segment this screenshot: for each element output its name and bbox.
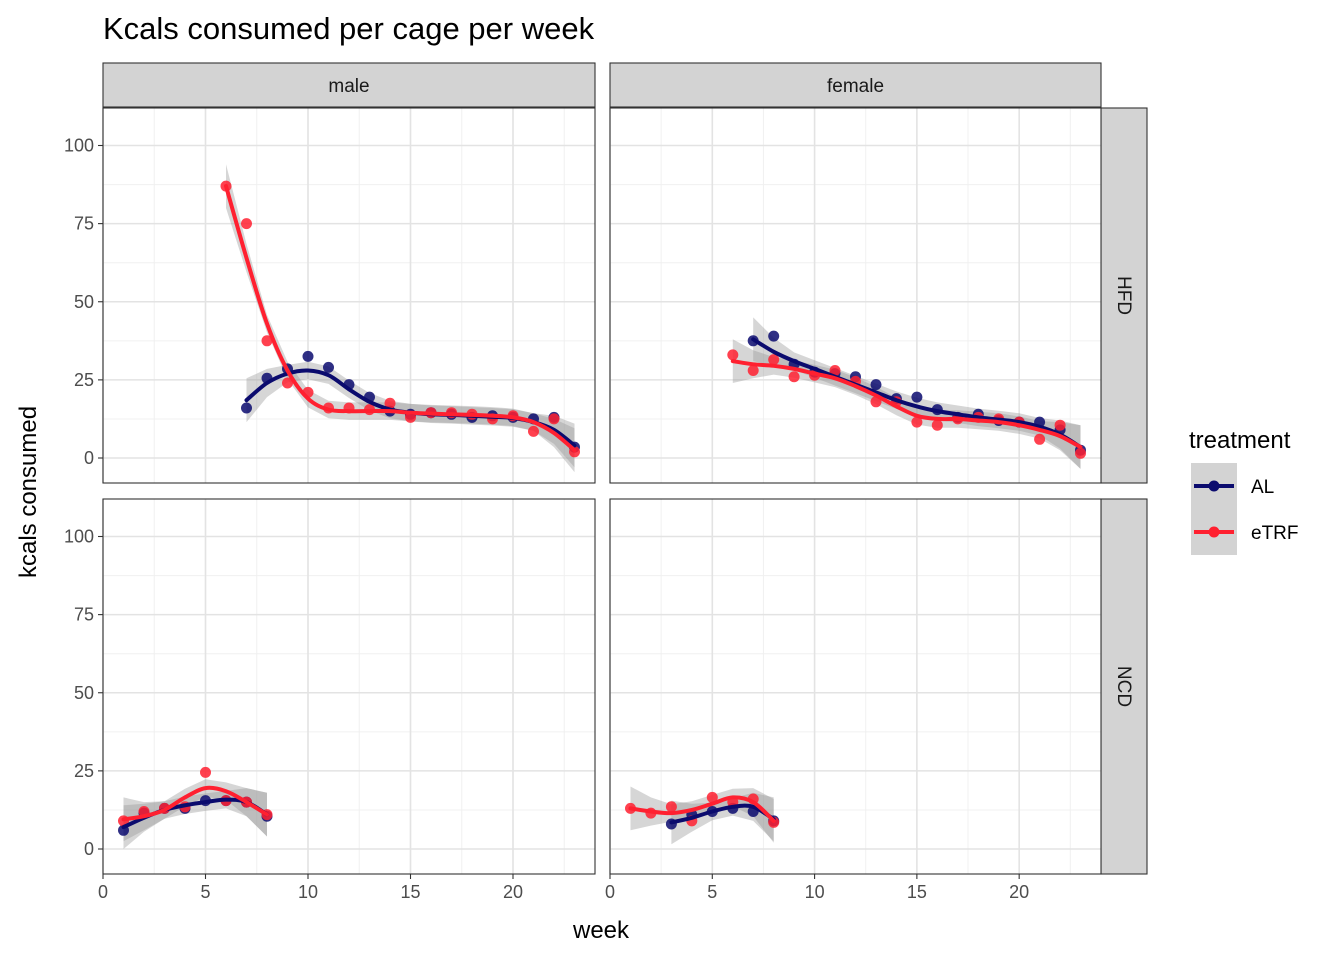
data-point-eTRF bbox=[911, 416, 923, 428]
data-point-eTRF bbox=[548, 413, 560, 425]
legend-label-AL: AL bbox=[1251, 477, 1274, 498]
legend-point-AL bbox=[1208, 480, 1220, 492]
smooth-line-eTRF bbox=[730, 359, 1083, 450]
y-tick-label: 75 bbox=[74, 605, 94, 625]
panel-background bbox=[103, 499, 595, 874]
data-point-AL bbox=[768, 330, 780, 342]
data-point-eTRF bbox=[931, 419, 943, 431]
data-point-eTRF bbox=[528, 425, 539, 437]
data-point-AL bbox=[302, 350, 314, 362]
facet-strip-female bbox=[609, 62, 1102, 108]
data-point-AL bbox=[911, 391, 923, 403]
smooth-line-eTRF bbox=[121, 785, 269, 822]
panel-border bbox=[102, 107, 596, 484]
facet-strip-label-male: male bbox=[328, 76, 369, 97]
facet-strip-HFD bbox=[1100, 107, 1148, 484]
panel-data-male-HFD bbox=[220, 164, 580, 473]
x-tick-label: 5 bbox=[200, 882, 210, 902]
data-point-AL bbox=[241, 402, 252, 414]
y-tick-label: 0 bbox=[84, 839, 94, 859]
x-tick-label: 0 bbox=[98, 882, 108, 902]
x-tick-label: 15 bbox=[907, 882, 927, 902]
y-tick-label: 100 bbox=[64, 136, 94, 156]
panel-border bbox=[609, 498, 1102, 875]
panel-data-female-HFD bbox=[727, 317, 1086, 469]
chart-title: Kcals consumed per cage per week bbox=[103, 11, 595, 46]
panel-data-female-NCD bbox=[625, 786, 780, 845]
data-point-eTRF bbox=[282, 377, 293, 389]
y-tick-label: 75 bbox=[74, 214, 94, 234]
x-tick-label: 0 bbox=[605, 882, 615, 902]
facet-strip-male bbox=[102, 62, 596, 108]
y-axis-title: kcals consumed bbox=[15, 406, 42, 578]
data-point-eTRF bbox=[747, 365, 759, 376]
y-tick-label: 50 bbox=[74, 292, 94, 312]
data-point-eTRF bbox=[829, 365, 841, 376]
facet-strip-label-NCD: NCD bbox=[1113, 666, 1134, 707]
y-tick-label: 50 bbox=[74, 683, 94, 703]
data-point-eTRF bbox=[768, 354, 780, 366]
data-point-AL bbox=[870, 379, 882, 391]
data-point-eTRF bbox=[788, 371, 800, 383]
data-point-eTRF bbox=[1054, 419, 1066, 431]
facet-strip-label-HFD: HFD bbox=[1113, 276, 1134, 315]
confidence-band-AL bbox=[123, 788, 267, 849]
legend: treatment AL eTRF bbox=[1189, 427, 1299, 555]
data-point-AL bbox=[323, 361, 334, 373]
x-tick-label: 10 bbox=[805, 882, 825, 902]
x-tick-label: 15 bbox=[400, 882, 420, 902]
y-tick-label: 25 bbox=[74, 761, 94, 781]
data-point-eTRF bbox=[241, 218, 252, 230]
x-tick-label: 10 bbox=[298, 882, 318, 902]
legend-title: treatment bbox=[1189, 427, 1291, 454]
legend-point-eTRF bbox=[1208, 526, 1220, 538]
data-point-eTRF bbox=[706, 791, 718, 803]
x-tick-label: 5 bbox=[707, 882, 717, 902]
panel-male-NCD bbox=[102, 499, 595, 874]
y-tick-label: 25 bbox=[74, 370, 94, 390]
confidence-band-eTRF bbox=[226, 164, 575, 473]
smooth-line-eTRF bbox=[628, 795, 776, 823]
panel-data-male-NCD bbox=[118, 766, 273, 849]
y-tick-label: 0 bbox=[84, 448, 94, 468]
data-point-eTRF bbox=[384, 397, 396, 409]
x-axis-title: week bbox=[572, 917, 630, 944]
data-point-eTRF bbox=[1034, 433, 1046, 445]
data-point-eTRF bbox=[1075, 447, 1086, 459]
smooth-line-AL bbox=[669, 803, 776, 825]
panel-border bbox=[609, 107, 1102, 484]
data-point-eTRF bbox=[200, 766, 211, 778]
facet-strip-NCD bbox=[1100, 498, 1148, 875]
data-point-eTRF bbox=[727, 349, 739, 361]
smooth-line-eTRF bbox=[224, 184, 577, 453]
data-point-eTRF bbox=[665, 801, 677, 813]
x-tick-label: 20 bbox=[1009, 882, 1029, 902]
panel-border bbox=[102, 498, 596, 875]
y-tick-label: 100 bbox=[64, 527, 94, 547]
legend-label-eTRF: eTRF bbox=[1251, 523, 1299, 544]
x-tick-label: 20 bbox=[503, 882, 523, 902]
data-point-eTRF bbox=[261, 335, 273, 347]
facet-strip-label-female: female bbox=[827, 76, 884, 97]
smooth-line-AL bbox=[751, 337, 1083, 450]
